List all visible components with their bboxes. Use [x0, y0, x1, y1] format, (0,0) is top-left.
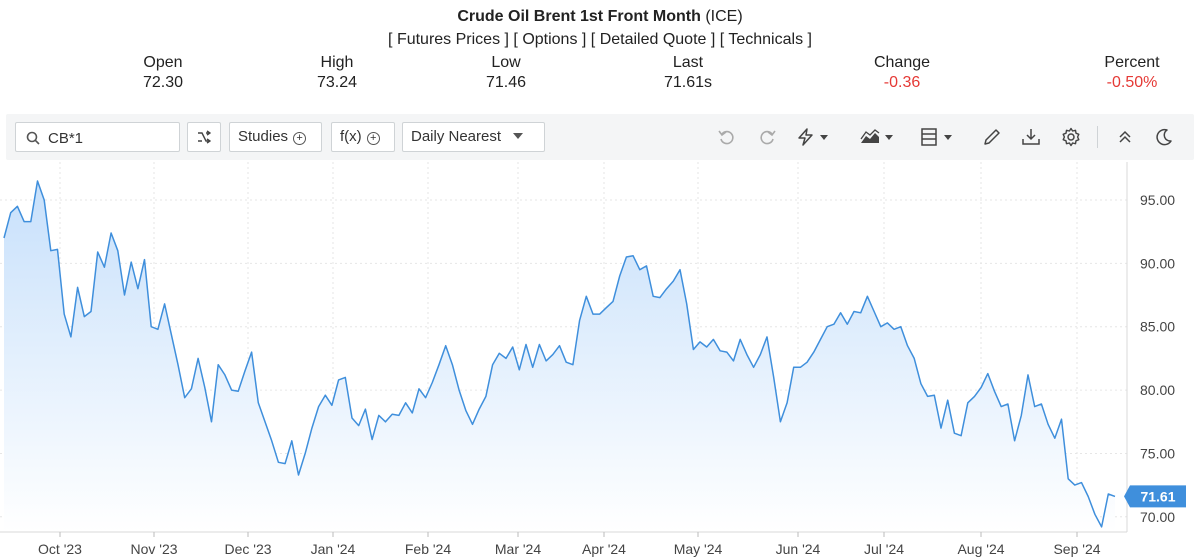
y-tick-label: 75.00	[1140, 445, 1175, 461]
stat-open: Open 72.30	[123, 53, 203, 93]
y-tick-label: 95.00	[1140, 192, 1175, 208]
fx-label: f(x)	[340, 128, 362, 145]
quote-links: [ Futures Prices ] [ Options ] [ Detaile…	[388, 31, 812, 48]
plus-circle-icon: +	[366, 132, 380, 145]
x-tick-label: Aug '24	[957, 541, 1004, 557]
stat-value: 73.24	[316, 74, 358, 91]
quote-stats: Open 72.30 High 73.24 Low 71.46 Last 71.…	[0, 53, 1200, 95]
stat-label: Low	[491, 54, 521, 71]
template-icon[interactable]	[920, 127, 960, 147]
fx-button[interactable]: f(x) +	[331, 122, 395, 152]
undo-icon[interactable]	[717, 127, 737, 147]
swap-icon	[198, 130, 212, 144]
y-tick-label: 70.00	[1140, 509, 1175, 525]
stat-percent: Percent -0.50%	[1092, 53, 1172, 93]
x-tick-label: May '24	[674, 541, 723, 557]
toolbar-divider	[1097, 126, 1098, 148]
x-tick-label: Oct '23	[38, 541, 82, 557]
y-tick-label: 85.00	[1140, 319, 1175, 335]
studies-label: Studies	[238, 128, 289, 145]
pencil-icon[interactable]	[982, 127, 1002, 147]
y-tick-label: 80.00	[1140, 382, 1175, 398]
price-area	[4, 181, 1115, 532]
price-chart[interactable]: 95.00 90.00 85.00 80.00 75.00 70.00 Oct '23 No…	[0, 162, 1200, 559]
detailed-quote-link[interactable]: Detailed Quote	[599, 31, 707, 48]
exchange-label: (ICE)	[705, 8, 743, 25]
instrument-name: Crude Oil Brent 1st Front Month	[457, 8, 701, 25]
instrument-title: Crude Oil Brent 1st Front Month (ICE)	[0, 8, 1200, 26]
stat-change: Change -0.36	[857, 53, 947, 93]
lightning-icon[interactable]	[796, 127, 834, 147]
last-price-label: 71.61	[1140, 488, 1175, 504]
period-label: Daily Nearest	[411, 128, 502, 145]
chart-toolbar: Studies + f(x) + Daily Nearest	[6, 114, 1194, 160]
compare-swap-button[interactable]	[187, 122, 221, 152]
x-tick-label: Jan '24	[311, 541, 356, 557]
search-icon	[26, 131, 40, 145]
stat-high: High 73.24	[297, 53, 377, 93]
x-tick-label: Dec '23	[224, 541, 271, 557]
x-tick-label: Jun '24	[776, 541, 821, 557]
stat-label: Change	[873, 54, 931, 71]
stat-label: Percent	[1104, 54, 1160, 71]
studies-button[interactable]: Studies +	[229, 122, 322, 152]
technicals-link[interactable]: Technicals	[728, 31, 804, 48]
x-tick-label: Mar '24	[495, 541, 541, 557]
redo-icon[interactable]	[757, 127, 777, 147]
x-tick-label: Feb '24	[405, 541, 451, 557]
last-price-badge	[1124, 485, 1186, 508]
x-tick-label: Nov '23	[130, 541, 177, 557]
stat-label: Open	[143, 54, 183, 71]
stat-value: 71.61s	[663, 74, 713, 91]
stat-value: -0.50%	[1106, 74, 1158, 91]
gear-icon[interactable]	[1061, 127, 1081, 147]
symbol-search[interactable]	[15, 122, 180, 152]
caret-down-icon	[513, 133, 524, 139]
period-select[interactable]: Daily Nearest	[402, 122, 545, 152]
futures-prices-link[interactable]: Futures Prices	[396, 31, 501, 48]
download-icon[interactable]	[1021, 127, 1041, 147]
x-tick-label: Apr '24	[582, 541, 626, 557]
stat-value: -0.36	[883, 74, 921, 91]
area-chart-icon[interactable]	[859, 127, 899, 147]
stat-last: Last 71.61s	[648, 53, 728, 93]
stat-value: 72.30	[142, 74, 184, 91]
collapse-icon[interactable]	[1115, 127, 1135, 147]
stat-label: High	[320, 54, 354, 71]
symbol-search-input[interactable]	[46, 127, 178, 149]
x-tick-label: Jul '24	[864, 541, 904, 557]
plus-circle-icon: +	[293, 132, 307, 145]
x-tick-label: Sep '24	[1053, 541, 1100, 557]
stat-low: Low 71.46	[466, 53, 546, 93]
stat-value: 71.46	[485, 74, 527, 91]
stat-label: Last	[672, 54, 704, 71]
y-tick-label: 90.00	[1140, 255, 1175, 271]
moon-icon[interactable]	[1154, 127, 1174, 147]
options-link[interactable]: Options	[522, 31, 578, 48]
